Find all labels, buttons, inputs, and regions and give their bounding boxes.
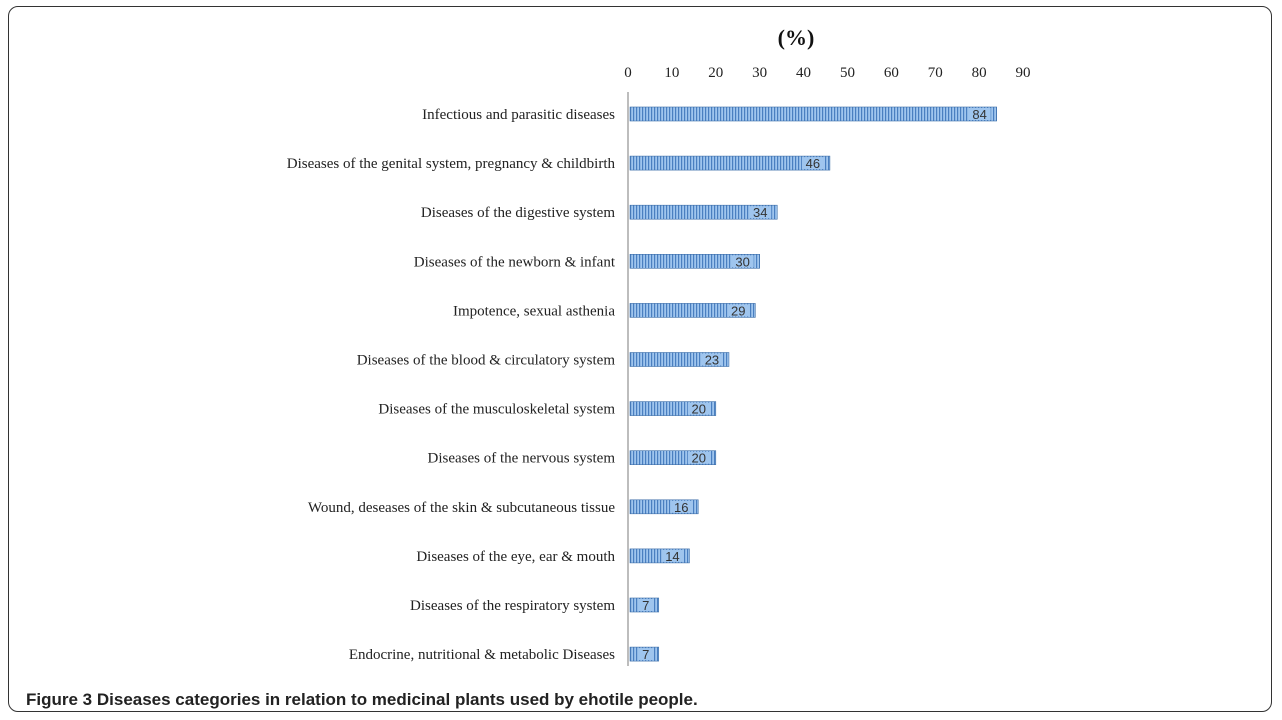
data-label-background [727, 304, 750, 317]
tick-label: 40 [796, 65, 811, 81]
data-label-background [801, 157, 824, 170]
tick-label: 70 [928, 65, 943, 81]
data-label-background [731, 255, 754, 268]
tick-label: 0 [624, 65, 632, 81]
category-label: Diseases of the nervous system [428, 451, 616, 467]
bar [629, 303, 756, 318]
bar [629, 204, 778, 220]
data-label: 34 [753, 205, 767, 220]
category-label: Diseases of the newborn & infant [414, 254, 616, 270]
category-label: Diseases of the respiratory system [410, 598, 615, 614]
data-label: 23 [705, 353, 719, 368]
data-label: 20 [692, 451, 706, 466]
tick-label: 20 [708, 65, 723, 81]
data-label: 84 [972, 107, 986, 122]
tick-label: 80 [972, 65, 987, 81]
bar [629, 254, 760, 269]
category-label: Diseases of the eye, ear & mouth [416, 549, 615, 565]
bars-group: Infectious and parasitic diseases 84 Disea… [287, 106, 997, 663]
data-label-background [749, 206, 772, 219]
data-label-background [670, 500, 693, 513]
data-label-background [700, 353, 723, 366]
data-label: 46 [806, 156, 820, 171]
data-label: 7 [642, 598, 649, 613]
caption-label: Figure 3 [26, 690, 93, 709]
tick-label: 10 [664, 65, 679, 81]
bar [629, 155, 831, 171]
data-label: 30 [735, 254, 749, 269]
data-label-background [687, 402, 710, 415]
data-label: 7 [642, 647, 649, 662]
category-label: Diseases of the digestive system [421, 205, 615, 221]
category-label: Impotence, sexual asthenia [453, 303, 615, 319]
data-label-background [638, 599, 653, 611]
category-label: Diseases of the genital system, pregnanc… [287, 156, 616, 172]
bar-chart: (%) 0 10 20 30 40 50 60 70 80 90 Infectious and p… [287, 25, 1031, 666]
data-label: 16 [674, 500, 688, 515]
tick-label: 90 [1016, 65, 1031, 81]
data-label: 20 [692, 402, 706, 417]
figure-caption: Figure 3 Diseases categories in relation… [26, 690, 698, 710]
category-label: Wound, deseases of the skin & subcutaneo… [308, 500, 615, 516]
caption-text: Diseases categories in relation to medic… [96, 690, 698, 709]
tick-label: 60 [884, 65, 899, 81]
category-label: Endocrine, nutritional & metabolic Disea… [349, 647, 615, 663]
axis-title: (%) [778, 25, 815, 50]
x-axis-ticks: 0 10 20 30 40 50 60 70 80 90 [624, 65, 1030, 81]
category-label: Diseases of the blood & circulatory syst… [357, 353, 616, 369]
tick-label: 50 [840, 65, 855, 81]
data-label: 14 [665, 549, 679, 564]
data-label-background [661, 549, 684, 562]
data-label-background [638, 648, 653, 661]
category-label: Diseases of the musculoskeletal system [378, 402, 615, 418]
data-label-background [968, 108, 991, 120]
category-label: Infectious and parasitic diseases [422, 107, 615, 123]
data-label: 29 [731, 303, 745, 318]
tick-label: 30 [752, 65, 767, 81]
data-label-background [687, 451, 710, 464]
bar [629, 106, 997, 122]
